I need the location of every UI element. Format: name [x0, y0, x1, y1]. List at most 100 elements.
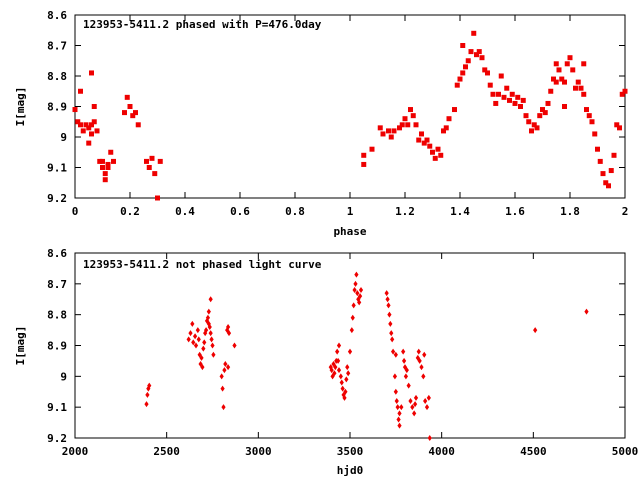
x-tick-label: 1.4	[450, 205, 470, 218]
data-point	[385, 296, 390, 303]
x-tick-label: 3000	[245, 445, 272, 458]
data-point	[144, 158, 149, 164]
data-point	[410, 113, 416, 119]
data-point	[208, 296, 213, 303]
data-point	[452, 107, 457, 113]
y-tick-label: 8.8	[47, 309, 67, 322]
data-point	[432, 155, 438, 161]
data-point	[155, 195, 160, 201]
data-point	[72, 107, 78, 113]
data-point	[476, 49, 482, 55]
y-tick-label: 9	[60, 370, 67, 383]
data-point	[463, 64, 468, 70]
data-point	[338, 373, 343, 380]
data-point	[520, 97, 526, 103]
data-point	[226, 330, 232, 337]
data-point	[518, 104, 523, 109]
x-tick-label: 1.6	[505, 205, 525, 218]
data-point	[349, 327, 354, 334]
data-point	[584, 107, 589, 113]
data-point	[556, 67, 562, 73]
data-point	[526, 119, 532, 125]
data-point	[575, 79, 581, 85]
data-point	[551, 76, 556, 82]
data-point	[533, 327, 538, 334]
data-point	[438, 152, 444, 158]
y-tick-label: 8.6	[47, 9, 67, 22]
data-point	[220, 385, 225, 392]
data-point	[421, 373, 426, 380]
data-point	[390, 336, 395, 343]
data-point	[534, 125, 540, 131]
data-point	[389, 330, 394, 337]
data-point	[352, 287, 357, 293]
data-point	[232, 342, 237, 349]
data-point	[395, 404, 400, 411]
data-point	[201, 345, 206, 352]
data-point	[559, 76, 565, 82]
data-point	[570, 67, 576, 73]
data-point	[340, 385, 345, 392]
data-point	[207, 324, 212, 330]
data-point	[603, 180, 609, 186]
y-axis-label: I[mag]	[14, 326, 27, 366]
data-point	[358, 287, 364, 293]
data-point	[542, 110, 548, 116]
data-point	[186, 336, 191, 343]
data-point	[523, 113, 529, 119]
data-point	[412, 401, 418, 408]
x-tick-label: 1.8	[560, 205, 580, 218]
data-point	[611, 152, 617, 158]
data-point	[195, 327, 200, 334]
data-point	[83, 122, 89, 128]
data-point	[91, 104, 97, 109]
data-point	[152, 171, 158, 177]
data-point	[102, 177, 108, 183]
data-point	[80, 128, 86, 134]
data-point	[97, 158, 103, 164]
y-tick-label: 9.1	[47, 401, 67, 414]
data-point	[427, 143, 433, 149]
data-point	[188, 330, 193, 337]
data-point	[391, 128, 397, 134]
data-point	[397, 125, 402, 131]
data-point	[581, 91, 587, 97]
data-point	[446, 116, 452, 122]
data-point	[622, 88, 628, 94]
x-tick-label: 0.8	[285, 205, 305, 218]
data-point	[424, 137, 430, 143]
data-point	[388, 320, 393, 327]
data-point	[91, 119, 97, 125]
data-point	[149, 155, 155, 161]
data-point	[578, 85, 584, 91]
data-point	[485, 70, 490, 76]
data-point	[404, 367, 409, 374]
data-point	[94, 128, 100, 134]
data-point	[357, 293, 363, 300]
data-point	[208, 330, 213, 337]
data-point	[416, 137, 422, 143]
data-point	[562, 104, 567, 109]
data-point	[406, 382, 411, 389]
data-point	[388, 134, 394, 140]
x-tick-label: 4000	[428, 445, 455, 458]
data-point	[357, 299, 362, 306]
data-point	[479, 55, 485, 61]
data-point	[108, 149, 114, 155]
data-point	[332, 370, 337, 377]
data-point	[350, 314, 355, 321]
data-point	[412, 410, 417, 417]
data-point	[403, 373, 409, 380]
x-tick-label: 1.2	[395, 205, 415, 218]
data-point	[512, 100, 518, 106]
data-point	[78, 88, 83, 94]
data-point	[504, 85, 510, 91]
x-tick-label: 0.2	[120, 205, 140, 218]
y-tick-label: 8.9	[47, 340, 67, 353]
data-point	[422, 351, 427, 358]
y-tick-label: 9.1	[47, 162, 67, 175]
x-tick-label: 5000	[612, 445, 639, 458]
data-point	[89, 131, 94, 137]
data-point	[608, 168, 614, 174]
data-point	[89, 122, 94, 128]
